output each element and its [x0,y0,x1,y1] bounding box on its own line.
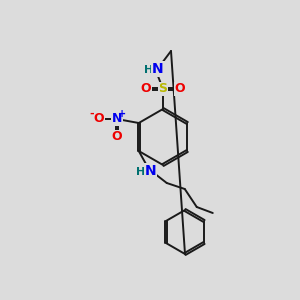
Text: O: O [93,112,104,125]
Text: H: H [144,65,154,75]
Text: O: O [175,82,185,95]
Text: +: + [118,109,126,119]
Text: N: N [152,62,164,76]
Text: H: H [136,167,146,177]
Text: O: O [141,82,151,95]
Text: -: - [89,109,94,119]
Text: N: N [112,112,122,125]
Text: S: S [158,82,167,95]
Text: O: O [111,130,122,143]
Text: N: N [145,164,157,178]
